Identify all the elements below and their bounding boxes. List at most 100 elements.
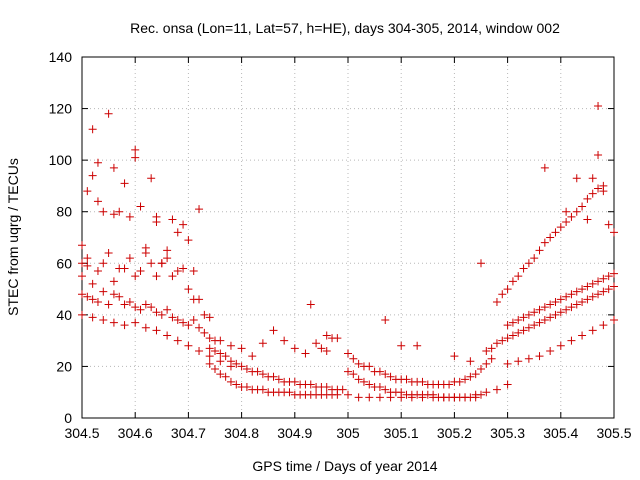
- data-point: [567, 337, 575, 345]
- data-point: [333, 391, 341, 399]
- data-point: [504, 380, 512, 388]
- y-tick-label: 0: [64, 410, 72, 426]
- data-point: [78, 241, 86, 249]
- data-point: [493, 298, 501, 306]
- x-tick-label: 305.3: [490, 425, 525, 441]
- data-point: [99, 259, 107, 267]
- y-tick-label: 100: [49, 152, 73, 168]
- y-tick-label: 140: [49, 49, 73, 65]
- data-point: [121, 264, 129, 272]
- data-point: [291, 344, 299, 352]
- data-point: [248, 352, 256, 360]
- data-point: [344, 350, 352, 358]
- data-point: [163, 331, 171, 339]
- chart-title: Rec. onsa (Lon=11, Lat=57, h=HE), days 3…: [130, 20, 560, 36]
- data-point: [110, 319, 118, 327]
- data-point: [195, 324, 203, 332]
- y-tick-label: 20: [56, 358, 72, 374]
- data-point: [142, 244, 150, 252]
- data-point: [105, 249, 113, 257]
- data-point: [184, 285, 192, 293]
- x-tick-label: 305.5: [596, 425, 631, 441]
- x-tick-label: 305.2: [437, 425, 472, 441]
- data-point: [493, 386, 501, 394]
- data-point: [562, 218, 570, 226]
- data-point: [163, 246, 171, 254]
- data-point: [163, 306, 171, 314]
- y-tick-label: 60: [56, 255, 72, 271]
- data-point: [381, 316, 389, 324]
- data-point: [541, 239, 549, 247]
- data-point: [307, 301, 315, 309]
- data-point: [78, 272, 86, 280]
- data-point: [387, 393, 395, 401]
- x-tick-label: 304.7: [171, 425, 206, 441]
- data-point: [152, 213, 160, 221]
- x-tick-label: 304.6: [118, 425, 153, 441]
- x-tick-label: 305: [336, 425, 360, 441]
- data-point: [152, 272, 160, 280]
- data-point: [78, 311, 86, 319]
- data-point: [514, 272, 522, 280]
- data-point: [121, 179, 129, 187]
- x-tick-label: 304.8: [224, 425, 259, 441]
- data-point: [163, 254, 171, 262]
- data-point: [349, 355, 357, 363]
- data-point: [551, 228, 559, 236]
- axis-ticks: 304.5 304.6 304.7 304.8 304.9 305 305.1 305.2 30…: [49, 49, 632, 441]
- data-point: [509, 277, 517, 285]
- y-tick-label: 120: [49, 101, 73, 117]
- data-point: [137, 267, 145, 275]
- x-tick-label: 305.4: [543, 425, 578, 441]
- data-point: [450, 393, 458, 401]
- data-point: [110, 164, 118, 172]
- data-point: [589, 190, 597, 198]
- data-point: [546, 234, 554, 242]
- y-tick-label: 40: [56, 307, 72, 323]
- data-point: [89, 280, 97, 288]
- data-point: [520, 264, 528, 272]
- data-point: [344, 391, 352, 399]
- data-point: [504, 285, 512, 293]
- data-point: [94, 197, 102, 205]
- data-point: [546, 347, 554, 355]
- data-point: [99, 208, 107, 216]
- data-point: [567, 213, 575, 221]
- data-point: [376, 393, 384, 401]
- data-point: [216, 357, 224, 365]
- data-point: [147, 174, 155, 182]
- data-point: [94, 159, 102, 167]
- data-point: [89, 125, 97, 133]
- data-point: [573, 174, 581, 182]
- data-point: [562, 208, 570, 216]
- data-point: [594, 102, 602, 110]
- data-point: [312, 339, 320, 347]
- data-point: [610, 228, 618, 236]
- data-point: [110, 277, 118, 285]
- data-point: [536, 352, 544, 360]
- data-point: [126, 213, 134, 221]
- x-tick-label: 304.9: [277, 425, 312, 441]
- data-point: [131, 319, 139, 327]
- data-point: [498, 290, 506, 298]
- data-point: [137, 203, 145, 211]
- data-point: [450, 352, 458, 360]
- data-point: [158, 259, 166, 267]
- data-point: [259, 339, 267, 347]
- x-axis-label: GPS time / Days of year 2014: [252, 458, 437, 474]
- data-point: [583, 195, 591, 203]
- data-points: [78, 102, 618, 401]
- data-point: [355, 393, 363, 401]
- data-point: [105, 110, 113, 118]
- data-point: [583, 215, 591, 223]
- data-point: [184, 236, 192, 244]
- y-axis-label: STEC from uqrg / TECUs: [5, 158, 21, 316]
- data-point: [105, 301, 113, 309]
- data-point: [280, 337, 288, 345]
- data-point: [83, 254, 91, 262]
- data-point: [578, 203, 586, 211]
- data-point: [270, 326, 278, 334]
- data-point: [594, 151, 602, 159]
- data-point: [89, 313, 97, 321]
